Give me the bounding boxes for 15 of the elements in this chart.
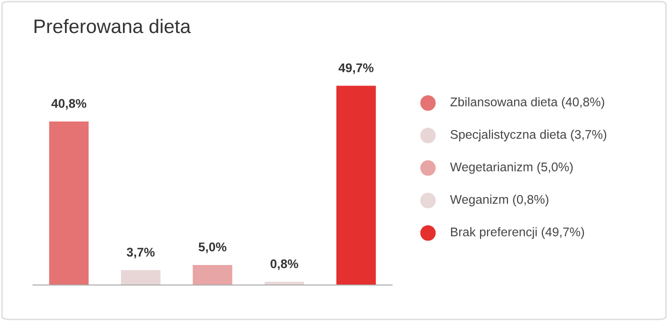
data-label: 0,8% — [270, 259, 298, 270]
text: Weganizm (0,8%) — [450, 194, 548, 206]
chart-title: Preferowana dieta — [34, 18, 191, 34]
bar — [192, 264, 232, 285]
text: Zbilansowana dieta (40,8%) — [450, 97, 604, 109]
bar — [336, 86, 376, 285]
data-label: 3,7% — [126, 248, 155, 258]
data-label: 5,0% — [198, 242, 226, 254]
text: Brak preferencji (49,7%) — [451, 227, 584, 239]
bar — [120, 270, 160, 285]
bar — [49, 121, 89, 285]
data-label: 49,7% — [338, 63, 374, 74]
text: Wegetarianizm (5,0%) — [450, 162, 573, 174]
data-label: 40,8% — [51, 99, 86, 110]
text: Specjalistyczna dieta (3,7%) — [450, 130, 606, 142]
